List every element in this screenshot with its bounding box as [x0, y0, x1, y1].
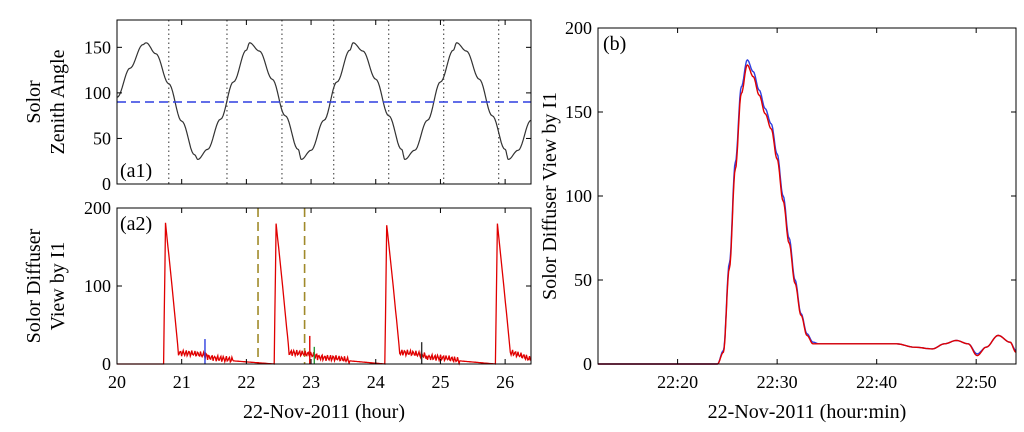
b-xtick-label: 22:20	[657, 372, 698, 392]
a2-xtick-label: 21	[173, 372, 191, 392]
a2-xtick-label: 26	[496, 372, 514, 392]
b-series-line-1	[598, 64, 1017, 365]
a1-ylabel-line-2: Zenith Angle	[47, 49, 69, 154]
a2-panel-label: (a2)	[120, 213, 152, 235]
a2-vertical-markers	[257, 208, 306, 364]
a2-series	[117, 222, 532, 366]
a1-x-ticks	[116, 20, 506, 184]
a2-ylabel-line-1: Solor Diffuser	[23, 228, 45, 343]
a1-panel-label: (a1)	[120, 160, 152, 182]
a2-xtick-label: 22	[237, 372, 255, 392]
a2-ytick-label: 200	[84, 198, 111, 218]
a2-xtick-label: 20	[108, 372, 126, 392]
a2-ylabel-line-2: View by I1	[47, 242, 69, 331]
a1-zenith-angle-curve	[116, 42, 532, 161]
b-xlabel: 22-Nov-2011 (hour:min)	[708, 401, 907, 423]
a1-ytick-label: 100	[84, 83, 111, 103]
b-y-ticks: 0 50 100 150 200	[565, 18, 1016, 374]
a1-ylabel-line-1: Solor	[23, 80, 45, 124]
a1-plot-frame	[116, 19, 532, 185]
a2-xtick-label: 25	[431, 372, 449, 392]
a2-plot-frame	[116, 207, 532, 365]
a2-ytick-label: 100	[84, 276, 111, 296]
panel-a2: 0 100 200 20 21 22 23 24 25 26 (a2) Solor Diffus…	[23, 198, 532, 423]
a2-xtick-label: 23	[302, 372, 320, 392]
b-xtick-label: 22:30	[757, 372, 798, 392]
a1-ytick-label: 0	[102, 174, 111, 194]
a2-diffuser-signal	[117, 222, 532, 366]
a2-y-ticks: 0 100 200	[84, 198, 531, 374]
a1-y-ticks: 0 50 100 150	[84, 37, 531, 194]
b-xtick-label: 22:50	[956, 372, 997, 392]
a2-ytick-label: 0	[102, 354, 111, 374]
a1-ytick-label: 150	[84, 37, 111, 57]
b-plot-frame	[597, 27, 1017, 365]
a2-xtick-label: 24	[367, 372, 385, 392]
b-ylabel: Solor Diffuser View by I1	[539, 92, 561, 300]
panel-a1: 0 50 100 150 (a1) Solor Zenith Angle	[23, 19, 532, 194]
b-x-ticks: 22:20 22:30 22:40 22:50	[657, 28, 997, 392]
a2-x-ticks: 20 21 22 23 24 25 26	[108, 208, 514, 392]
b-ytick-label: 50	[574, 270, 592, 290]
a1-ytick-label: 50	[93, 128, 111, 148]
b-ytick-label: 0	[583, 354, 592, 374]
panel-b: 0 50 100 150 200 22:20 22:30 22:40 22:50 (b) So…	[539, 18, 1017, 423]
a1-series	[116, 42, 532, 161]
b-ytick-label: 200	[565, 18, 592, 38]
b-panel-label: (b)	[603, 33, 626, 55]
b-series	[598, 58, 1017, 365]
b-ytick-label: 150	[565, 102, 592, 122]
b-series-line-0	[598, 58, 1017, 365]
a2-xlabel: 22-Nov-2011 (hour)	[243, 401, 405, 423]
b-xtick-label: 22:40	[856, 372, 897, 392]
b-ytick-label: 100	[565, 186, 592, 206]
